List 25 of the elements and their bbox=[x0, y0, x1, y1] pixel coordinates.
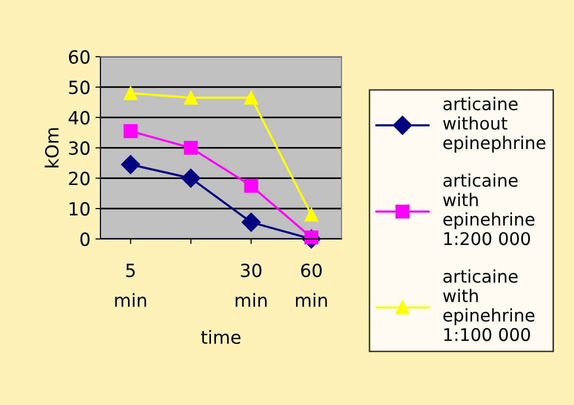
point bbox=[184, 90, 198, 105]
x-tick-label: 60 min bbox=[296, 264, 327, 307]
point bbox=[244, 90, 258, 105]
point bbox=[304, 208, 318, 222]
point bbox=[242, 212, 261, 232]
y-tick-label: 50 bbox=[69, 80, 90, 94]
point bbox=[181, 168, 200, 188]
x-axis-title: time bbox=[201, 330, 240, 344]
y-tick-label: 10 bbox=[70, 202, 90, 216]
y-tick-label: 0 bbox=[80, 232, 90, 246]
point bbox=[124, 124, 138, 138]
point bbox=[244, 178, 258, 193]
legend-label: articaine without epinephrine bbox=[443, 96, 546, 153]
legend-label: articaine with epinehrine 1:200 000 bbox=[443, 173, 534, 246]
y-tick-label: 20 bbox=[69, 172, 90, 186]
point bbox=[121, 155, 140, 174]
x-tick-label: 5 min bbox=[115, 264, 146, 307]
point bbox=[124, 86, 138, 100]
y-tick-label: 60 bbox=[69, 50, 90, 64]
legend-label: articaine with epinehrine 1:100 000 bbox=[443, 269, 534, 342]
y-axis-title: kOm bbox=[44, 128, 59, 168]
y-tick-label: 30 bbox=[69, 141, 90, 155]
y-tick-label: 40 bbox=[68, 110, 90, 125]
x-tick-label: 30 min bbox=[236, 264, 267, 307]
point bbox=[184, 140, 198, 155]
